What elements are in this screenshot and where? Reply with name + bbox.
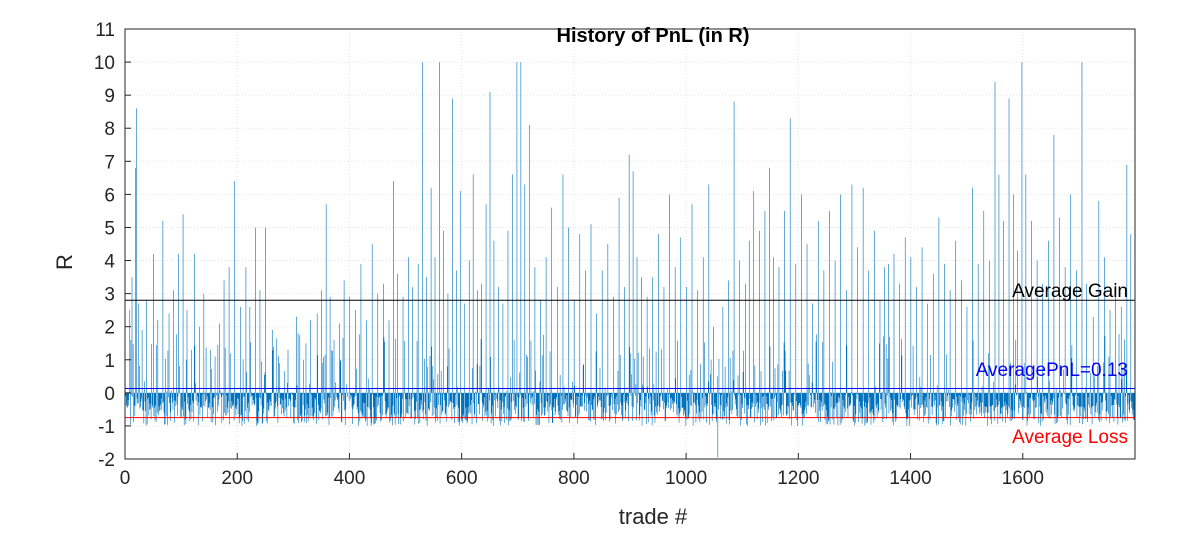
x-tick-label: 200 [221, 468, 253, 489]
y-tick-label: 2 [104, 318, 115, 339]
plot-frame [124, 28, 1136, 460]
y-tick-label: 5 [104, 218, 115, 239]
x-tick-label: 1600 [1002, 468, 1044, 489]
x-tick-label: 1400 [889, 468, 931, 489]
x-tick-label: 1200 [777, 468, 819, 489]
y-tick-label: 9 [104, 86, 115, 107]
y-tick-label: 4 [104, 252, 115, 273]
axis-ticks: 0 200 400 600 800 1000 1200 1400 1600 -2 -1 0 1 2 3 4 5 6… [94, 20, 1044, 489]
x-tick-label: 400 [334, 468, 366, 489]
y-tick-label: 1 [104, 351, 115, 372]
y-tick-label: 8 [104, 119, 115, 140]
reference-lines [125, 299, 1135, 419]
y-tick-label: 3 [104, 285, 115, 306]
y-axis-label: R [52, 254, 77, 270]
y-tick-label: -1 [98, 417, 115, 438]
average-loss-label: Average Loss [1012, 427, 1128, 448]
y-tick-label: -2 [98, 450, 115, 471]
x-axis-label: trade # [619, 504, 688, 529]
average-gain-label: Average Gain [1012, 281, 1128, 302]
x-tick-label: 800 [558, 468, 590, 489]
y-tick-label: 6 [104, 185, 115, 206]
y-tick-label: 7 [104, 152, 115, 173]
x-tick-label: 0 [120, 468, 131, 489]
y-tick-label: 11 [95, 20, 115, 41]
y-tick-label: 0 [104, 384, 115, 405]
y-tick-label: 10 [94, 53, 115, 74]
average-pnl-label: AveragePnL=0.13 [976, 360, 1128, 381]
chart-title: History of PnL (in R) [557, 25, 750, 47]
x-tick-label: 1000 [665, 468, 707, 489]
x-tick-label: 600 [446, 468, 478, 489]
